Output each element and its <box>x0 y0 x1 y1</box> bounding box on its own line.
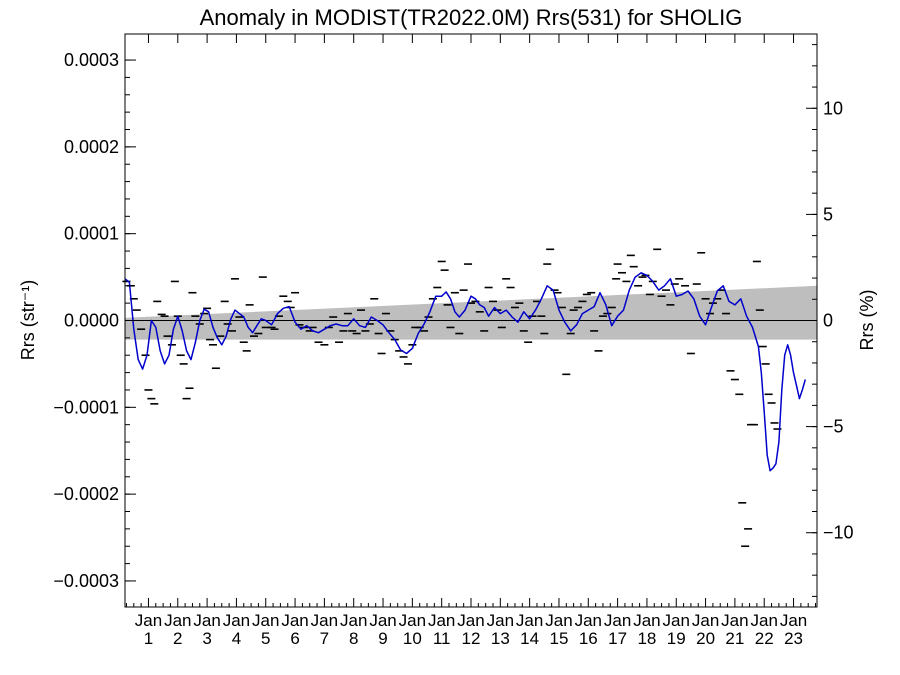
x-tick-year-label: 15 <box>550 629 569 648</box>
right-tick-label: −10 <box>823 523 854 543</box>
x-tick-year-label: 13 <box>491 629 510 648</box>
x-tick-month-label: Jan <box>252 611 279 630</box>
x-tick-year-label: 9 <box>378 629 387 648</box>
left-tick-label: −0.0002 <box>53 484 119 504</box>
x-tick-month-label: Jan <box>604 611 631 630</box>
left-tick-label: −0.0003 <box>53 571 119 591</box>
right-tick-label: 0 <box>823 311 833 331</box>
x-tick-month-label: Jan <box>311 611 338 630</box>
left-tick-label: −0.0001 <box>53 397 119 417</box>
x-tick-year-label: 18 <box>637 629 656 648</box>
x-tick-year-label: 7 <box>320 629 329 648</box>
x-tick-month-label: Jan <box>516 611 543 630</box>
left-axis: 0.0003 0.0002 0.0001 0.0000 −0.0001 −0.0002 −0… <box>53 50 136 591</box>
x-tick-month-label: Jan <box>428 611 455 630</box>
x-tick-month-label: Jan <box>340 611 367 630</box>
left-axis-label: Rrs (str⁻¹) <box>18 280 38 360</box>
x-tick-year-label: 19 <box>667 629 686 648</box>
right-tick-label: 10 <box>823 98 843 118</box>
x-tick-year-label: 22 <box>755 629 774 648</box>
x-tick-month-label: Jan <box>281 611 308 630</box>
x-tick-year-label: 5 <box>261 629 270 648</box>
x-tick-year-label: 23 <box>784 629 803 648</box>
x-tick-year-label: 2 <box>173 629 182 648</box>
left-tick-label: 0.0002 <box>64 137 119 157</box>
right-tick-label: 5 <box>823 204 833 224</box>
right-axis: 10 5 0 −5 −10 <box>806 44 854 597</box>
scatter-points <box>122 248 782 548</box>
x-tick-year-label: 6 <box>290 629 299 648</box>
x-tick-month-label: Jan <box>545 611 572 630</box>
x-tick-year-label: 12 <box>462 629 481 648</box>
x-tick-year-label: 21 <box>725 629 744 648</box>
left-tick-label: 0.0001 <box>64 224 119 244</box>
x-tick-month-label: Jan <box>223 611 250 630</box>
right-axis-label: Rrs (%) <box>857 290 877 351</box>
x-tick-month-label: Jan <box>399 611 426 630</box>
x-tick-month-label: Jan <box>633 611 660 630</box>
chart-title: Anomaly in MODIST(TR2022.0M) Rrs(531) fo… <box>200 5 743 30</box>
x-tick-year-label: 3 <box>202 629 211 648</box>
x-tick-month-label: Jan <box>457 611 484 630</box>
x-tick-year-label: 14 <box>520 629 539 648</box>
smoothed-series-line <box>124 272 807 472</box>
x-tick-month-label: Jan <box>487 611 514 630</box>
x-tick-month-label: Jan <box>135 611 162 630</box>
x-tick-month-label: Jan <box>721 611 748 630</box>
x-tick-year-label: 20 <box>696 629 715 648</box>
x-tick-year-label: 16 <box>579 629 598 648</box>
x-tick-month-label: Jan <box>369 611 396 630</box>
left-tick-label: 0.0000 <box>64 311 119 331</box>
right-tick-label: −5 <box>823 417 844 437</box>
x-tick-month-label: Jan <box>751 611 778 630</box>
x-tick-month-label: Jan <box>692 611 719 630</box>
x-tick-month-label: Jan <box>193 611 220 630</box>
x-tick-year-label: 11 <box>433 629 451 648</box>
x-tick-month-label: Jan <box>164 611 191 630</box>
x-tick-year-label: 4 <box>232 629 241 648</box>
x-tick-year-label: 10 <box>403 629 422 648</box>
x-tick-year-label: 8 <box>349 629 358 648</box>
x-tick-month-label: Jan <box>575 611 602 630</box>
x-tick-month-label: Jan <box>663 611 690 630</box>
x-tick-month-label: Jan <box>780 611 807 630</box>
x-tick-year-label: 1 <box>144 629 153 648</box>
left-tick-label: 0.0003 <box>64 50 119 70</box>
x-axis: Jan1Jan2Jan3Jan4Jan5Jan6Jan7Jan8Jan9Jan1… <box>125 34 817 648</box>
x-tick-year-label: 17 <box>608 629 627 648</box>
smoothed-series <box>124 272 807 472</box>
